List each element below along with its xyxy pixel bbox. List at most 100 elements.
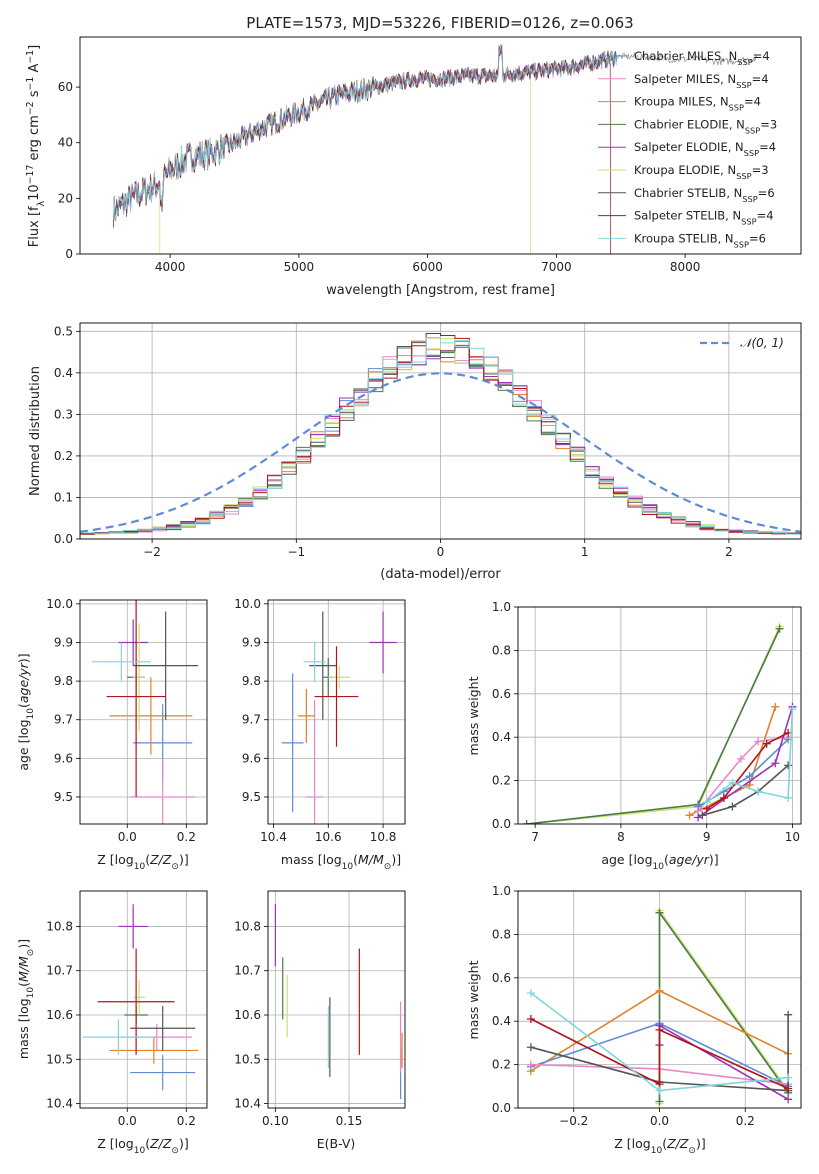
weight-marker-chabrier_stelib bbox=[728, 802, 737, 811]
y-axis-label: mass weight bbox=[466, 676, 481, 755]
y-tick-label: 9.7 bbox=[54, 713, 73, 727]
weight-marker-chabrier_stelib bbox=[784, 761, 793, 770]
y-tick-label: 0.4 bbox=[54, 366, 73, 380]
x-tick-label: 0.0 bbox=[650, 1114, 669, 1128]
y-tick-label: 10.0 bbox=[46, 597, 73, 611]
x-axis-label: Z [log10(Z/Z⊙)] bbox=[614, 1136, 705, 1156]
grid-lines bbox=[268, 891, 405, 1108]
y-tick-label: 9.9 bbox=[242, 635, 261, 649]
y-tick-label: 9.8 bbox=[54, 674, 73, 688]
weight-marker-chabrier_miles bbox=[694, 802, 703, 811]
x-tick-label: 10.8 bbox=[370, 830, 397, 844]
y-axis-label: Flux [fλ10−17 erg cm−2 s−1 A−1] bbox=[25, 45, 47, 247]
spectrum-panel: PLATE=1573, MJD=53226, FIBERID=0126, z=0… bbox=[25, 14, 802, 298]
y-tick-label: 0.4 bbox=[492, 730, 511, 744]
weight-marker-kroupa_stelib bbox=[788, 704, 797, 713]
plot-area bbox=[80, 333, 801, 535]
x-tick-label: 1 bbox=[581, 545, 589, 559]
weight-marker-chabrier_elodie bbox=[655, 1097, 664, 1106]
plot-area bbox=[526, 906, 793, 1108]
weight-line-kroupa_stelib bbox=[706, 708, 794, 803]
weight-marker-chabrier_elodie bbox=[522, 820, 531, 824]
axes-frame bbox=[79, 890, 208, 1109]
x-axis-label: E(B-V) bbox=[317, 1136, 356, 1151]
y-tick-label: 10.0 bbox=[234, 597, 261, 611]
legend-entry: Chabrier STELIB, NSSP=6 bbox=[634, 186, 775, 204]
x-axis-label: mass [log10(M/M⊙)] bbox=[281, 852, 401, 872]
histogram-salpeter_stelib bbox=[80, 333, 801, 535]
weight-line-chabrier_stelib bbox=[530, 1014, 789, 1092]
legend-entry: Chabrier MILES, NSSP=4 bbox=[634, 49, 770, 67]
plot-area bbox=[113, 43, 758, 254]
weight-line-salpeter_elodie bbox=[697, 706, 794, 819]
x-tick-label: 0.2 bbox=[177, 1114, 196, 1128]
weight-marker-kroupa_stelib bbox=[784, 793, 793, 802]
weight-marker-chabrier_stelib bbox=[526, 1043, 535, 1052]
legend-entry: 𝒩(0, 1) bbox=[740, 336, 784, 350]
weight-line-chabrier_stelib bbox=[702, 764, 789, 817]
axes-frame bbox=[79, 322, 802, 540]
weight-marker-salpeter_elodie bbox=[784, 1095, 793, 1104]
weight-marker-salpeter_miles bbox=[526, 1060, 535, 1069]
weight-marker-salpeter_stelib bbox=[719, 793, 728, 802]
y-tick-label: 10.4 bbox=[46, 1097, 73, 1111]
x-tick-label: 10.6 bbox=[315, 830, 342, 844]
x-tick-label: −2 bbox=[143, 545, 161, 559]
weight-marker-chabrier_stelib bbox=[784, 1010, 793, 1019]
y-tick-label: 0.4 bbox=[492, 1014, 511, 1028]
weight-marker-kroupa_stelib bbox=[728, 778, 737, 787]
y-tick-label: 9.6 bbox=[242, 751, 261, 765]
x-tick-label: 0.0 bbox=[118, 830, 137, 844]
y-tick-label: 10.6 bbox=[234, 1008, 261, 1022]
x-tick-label: 0 bbox=[437, 545, 445, 559]
weight-line-chabrier_elodie bbox=[526, 628, 781, 824]
weight-marker-kroupa_stelib bbox=[655, 1086, 664, 1095]
y-tick-label: 0.2 bbox=[492, 1058, 511, 1072]
age-vs-metallicity-panel: 0.0 0.2 9.5 9.6 9.7 9.8 9.9 10.0 Z [log10(Z/Z⊙)]… bbox=[16, 597, 208, 872]
axes-frame bbox=[517, 606, 802, 825]
axes-frame bbox=[79, 599, 208, 825]
legend-entry: Kroupa STELIB, NSSP=6 bbox=[634, 231, 766, 249]
weight-marker-kroupa_miles bbox=[655, 986, 664, 995]
weight-vs-metallicity-panel: −0.2 0.0 0.2 0.0 0.2 0.4 0.6 0.8 1.0 Z [log10(Z/Z… bbox=[466, 884, 802, 1156]
plot-area bbox=[82, 904, 199, 1091]
residual-histogram-panel: −2 −1 0 1 2 0.0 0.1 0.2 0.3 0.4 0.5 (data-model)/er… bbox=[28, 322, 802, 582]
x-tick-label: 8000 bbox=[670, 260, 701, 274]
age-vs-mass-panel: 10.4 10.6 10.8 9.5 9.6 9.7 9.8 9.9 10.0 mass [log… bbox=[234, 597, 406, 872]
y-tick-label: 10.8 bbox=[234, 919, 261, 933]
y-tick-label: 9.7 bbox=[242, 713, 261, 727]
x-tick-label: −0.2 bbox=[559, 1114, 588, 1128]
weight-line-chabrier_elodie bbox=[658, 910, 789, 1102]
weight-marker-salpeter_miles bbox=[736, 754, 745, 763]
x-tick-label: 9 bbox=[703, 830, 711, 844]
weight-marker-kroupa_stelib bbox=[784, 1073, 793, 1082]
y-tick-label: 60 bbox=[58, 80, 73, 94]
x-tick-label: 6000 bbox=[412, 260, 443, 274]
spectrum-legend: Chabrier MILES, NSSP=4 Salpeter MILES, NS… bbox=[598, 49, 777, 249]
y-tick-label: 0.2 bbox=[492, 774, 511, 788]
weight-marker-salpeter_stelib bbox=[762, 739, 771, 748]
weight-marker-chabrier_elodie bbox=[775, 624, 784, 633]
y-tick-label: 10.6 bbox=[46, 1008, 73, 1022]
weight-marker-salpeter_elodie bbox=[771, 759, 780, 768]
weight-marker-kroupa_stelib bbox=[702, 798, 711, 807]
mass-vs-metallicity-panel: 0.0 0.2 10.4 10.5 10.6 10.7 10.8 Z [log10(Z/Z⊙)… bbox=[16, 890, 208, 1156]
x-tick-label: 0.15 bbox=[336, 1114, 363, 1128]
legend-entry: Kroupa MILES, NSSP=4 bbox=[634, 95, 761, 113]
x-tick-label: 7000 bbox=[541, 260, 572, 274]
x-axis-label: age [log10(age/yr)] bbox=[601, 852, 718, 872]
weight-line-salpeter_stelib bbox=[706, 732, 789, 810]
y-tick-label: 0.6 bbox=[492, 971, 511, 985]
y-tick-label: 40 bbox=[58, 136, 73, 150]
x-tick-label: 0.2 bbox=[177, 830, 196, 844]
x-axis-label: Z [log10(Z/Z⊙)] bbox=[97, 1136, 188, 1156]
legend-entry: Kroupa ELODIE, NSSP=3 bbox=[634, 163, 769, 181]
weight-line-kroupa_elodie bbox=[526, 626, 781, 824]
grid-lines bbox=[80, 600, 207, 824]
plot-area bbox=[274, 904, 403, 1100]
y-tick-label: 9.9 bbox=[54, 635, 73, 649]
y-tick-label: 0.1 bbox=[54, 490, 73, 504]
y-tick-label: 10.8 bbox=[46, 919, 73, 933]
y-tick-label: 20 bbox=[58, 191, 73, 205]
x-tick-label: 2 bbox=[725, 545, 733, 559]
